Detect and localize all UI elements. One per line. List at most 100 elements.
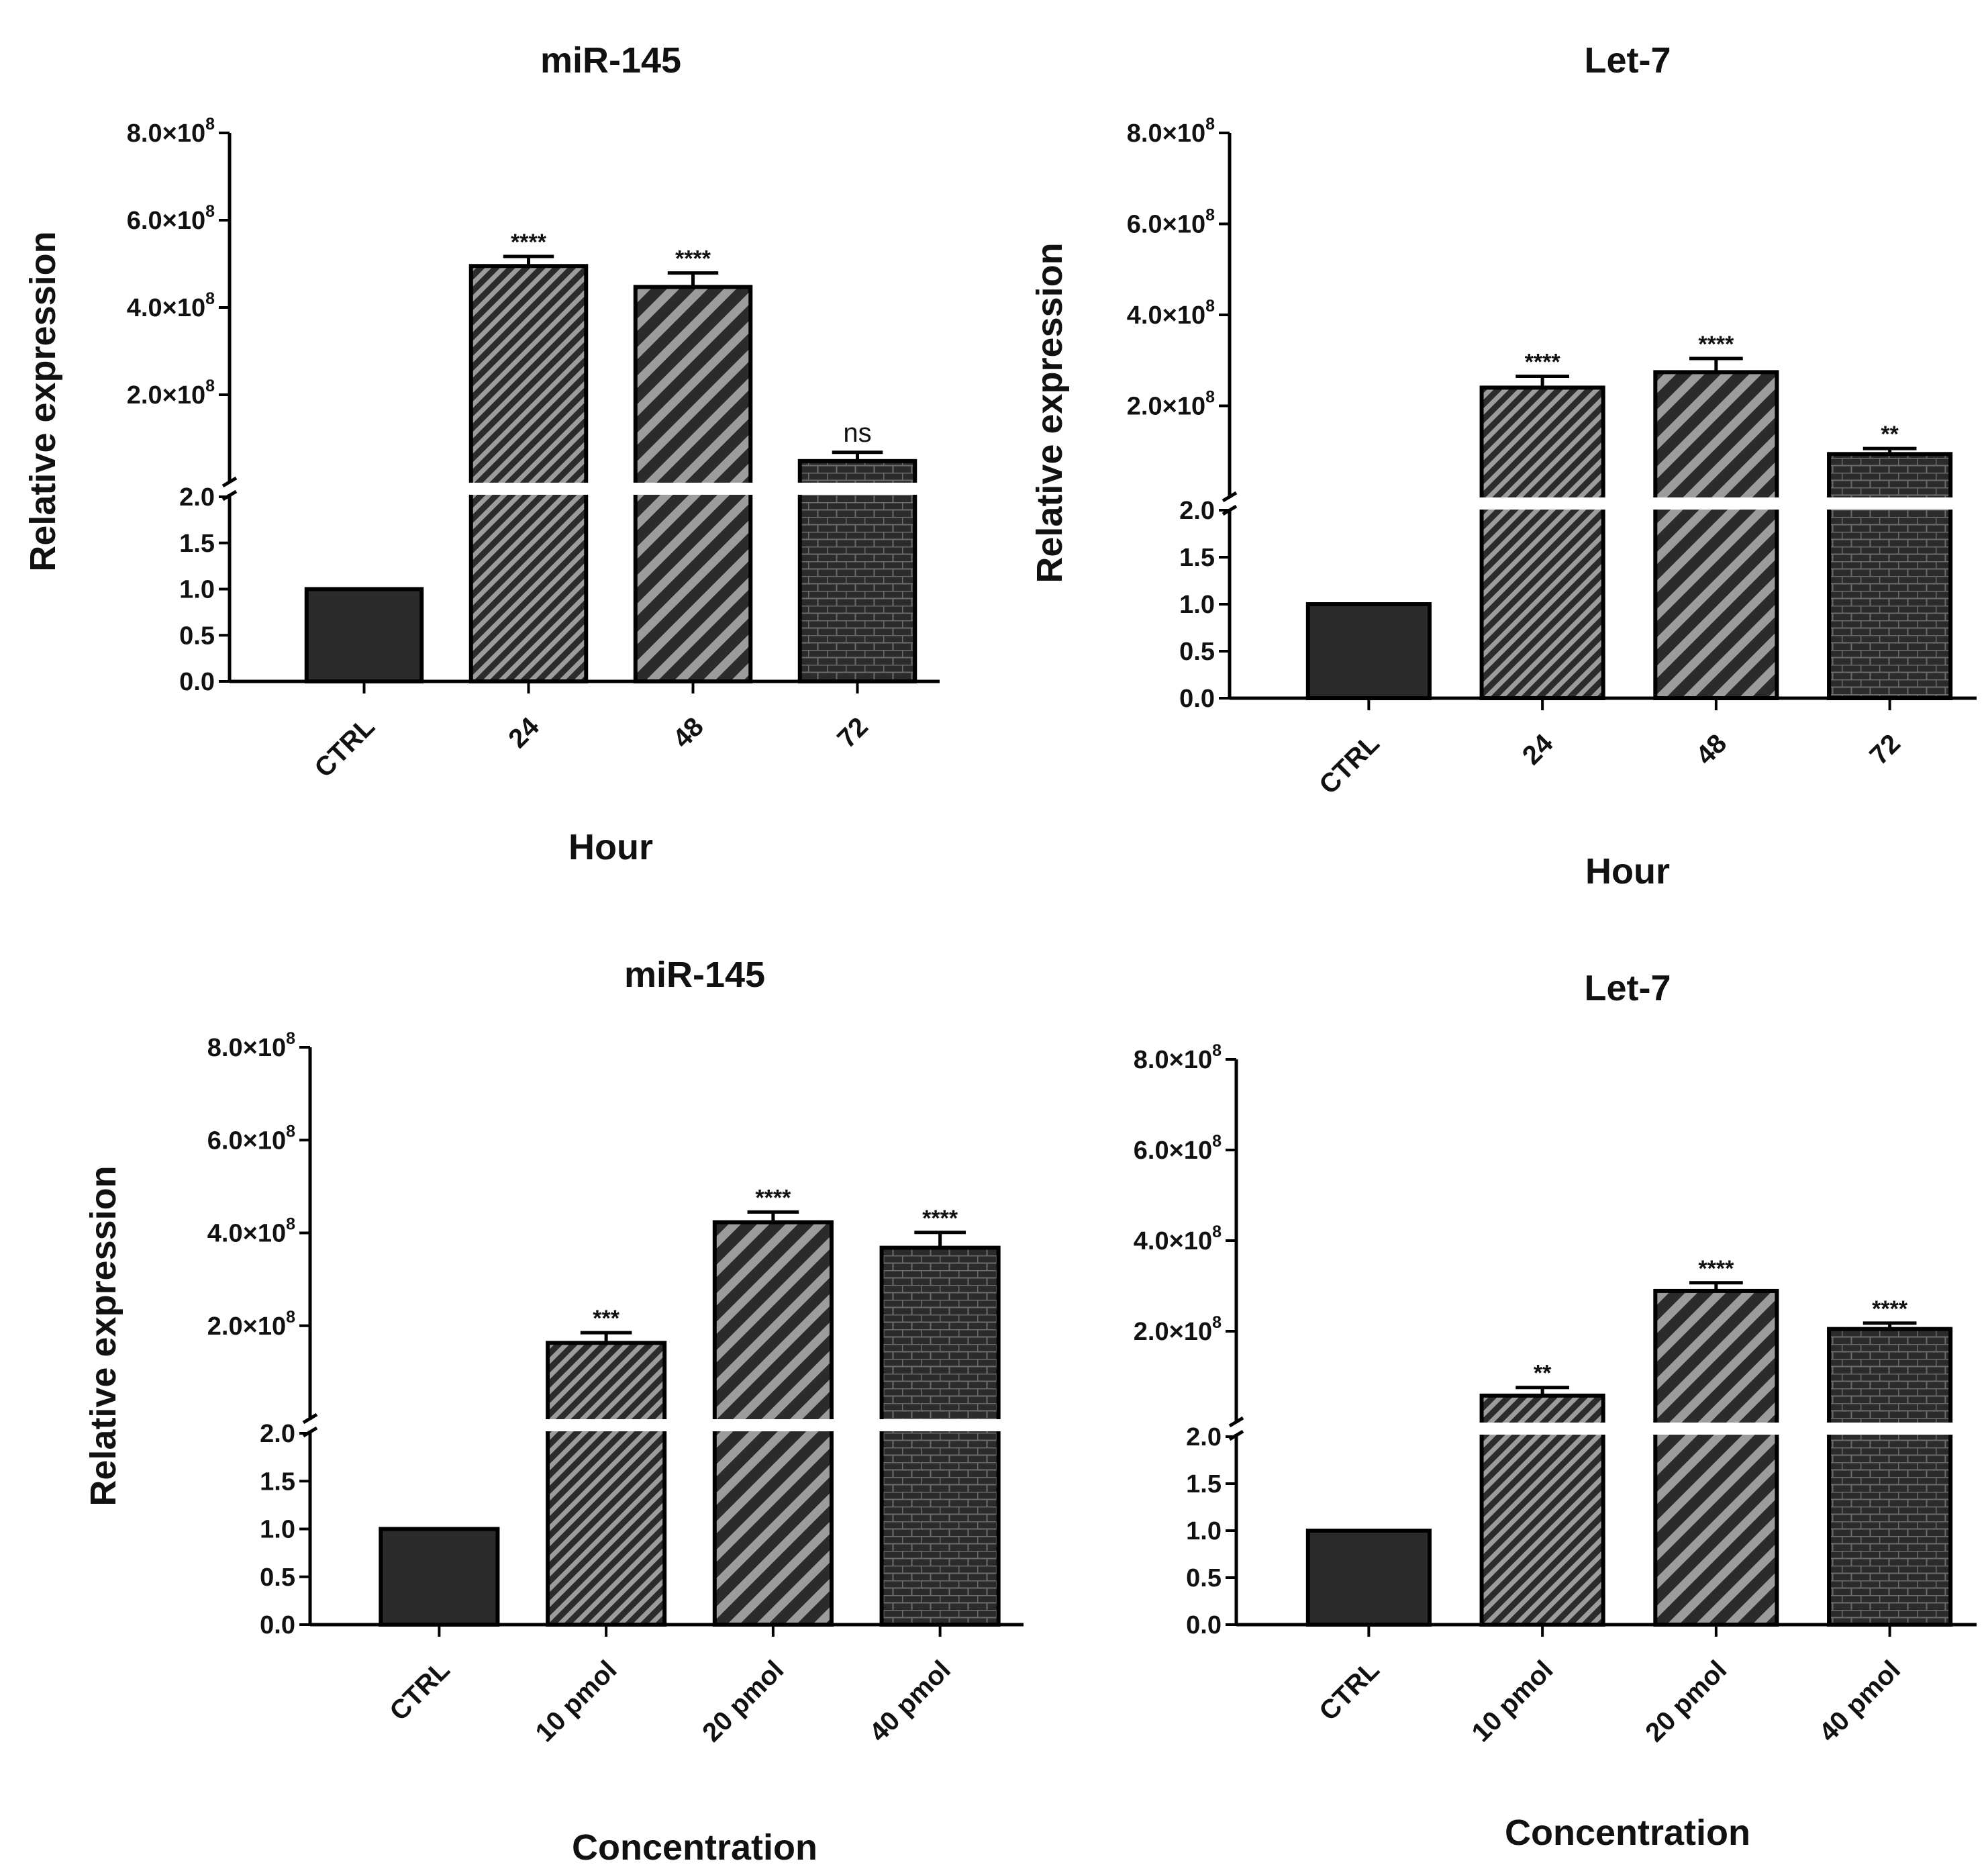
panel-d: Let-7 Concentration CTRL ** 10 pmol **** 20 … (1134, 968, 1977, 1853)
y-tick-label: 6.0×108 (1134, 1132, 1222, 1165)
y-tick-label: 2.0 (1186, 1423, 1222, 1451)
y-tick-label: 2.0×108 (127, 377, 215, 410)
significance-label: ** (1534, 1361, 1552, 1386)
bar-0 (304, 587, 424, 683)
bar-1 (1479, 385, 1605, 701)
y-tick-label: 8.0×108 (1134, 1041, 1222, 1074)
significance-label: **** (675, 246, 711, 272)
y-tick-label: 2.0×108 (207, 1308, 295, 1341)
y-tick-label: 6.0×108 (127, 202, 215, 235)
panel-c: miR-145 Relative expression Concentratio… (83, 955, 1024, 1868)
y-tick-label: 2.0×108 (1127, 388, 1215, 421)
y-tick-label: 2.0×108 (1134, 1313, 1222, 1346)
x-tick-label: 10 pmol (530, 1655, 622, 1747)
axis-break-mark (302, 1412, 318, 1425)
bar-3 (879, 1245, 1001, 1627)
panel-a-y-axis-label: Relative expression (23, 231, 63, 571)
axis-break-gap (1479, 1423, 1606, 1435)
y-tick-label: 1.0 (260, 1516, 295, 1544)
significance-label: **** (922, 1206, 958, 1231)
axis-break-gap (879, 1419, 1001, 1431)
panel-a-x-axis-label: Hour (568, 827, 653, 867)
x-tick-label: 72 (1864, 728, 1906, 771)
significance-label: ns (843, 418, 871, 448)
y-tick-label: 1.0 (179, 576, 215, 604)
panel-a: miR-145 Relative expression Hour CTRL ***… (23, 40, 940, 867)
significance-label: **** (755, 1185, 791, 1210)
y-tick-label: 8.0×108 (207, 1029, 295, 1062)
axis-break-mark (221, 476, 238, 488)
y-tick-label: 0.5 (1179, 638, 1215, 666)
axis-break-gap (632, 483, 754, 495)
axis-break-gap (545, 1419, 668, 1431)
x-tick-label: CTRL (1313, 1655, 1385, 1727)
bar-1 (468, 264, 589, 683)
panel-c-y-axis-label: Relative expression (83, 1165, 123, 1506)
y-tick-label: 8.0×108 (1127, 115, 1215, 148)
x-tick-label: 24 (1517, 728, 1559, 771)
y-tick-label: 2.0 (179, 483, 215, 512)
y-tick-label: 2.0 (1179, 497, 1215, 525)
y-tick-label: 1.0 (1186, 1517, 1222, 1545)
y-tick-label: 0.0 (179, 668, 215, 696)
bar-0 (1305, 1529, 1432, 1627)
x-tick-label: 48 (667, 712, 709, 754)
x-tick-label: 40 pmol (864, 1655, 956, 1747)
panel-a-title: miR-145 (540, 40, 681, 81)
bar-3 (1827, 1327, 1953, 1627)
panel-b-y-axis-label: Relative expression (1030, 242, 1070, 583)
panel-b-x-axis-label: Hour (1585, 851, 1670, 892)
bar-1 (546, 1341, 667, 1627)
significance-label: *** (593, 1306, 619, 1331)
panel-c-title: miR-145 (624, 955, 765, 995)
panel-b: Let-7 Relative expression Hour CTRL **** 2… (1030, 40, 1977, 892)
y-tick-label: 0.0 (260, 1611, 295, 1639)
significance-label: ** (1881, 422, 1899, 447)
panel-d-x-axis-label: Concentration (1505, 1813, 1750, 1853)
bar-3 (797, 459, 917, 683)
y-tick-label: 1.5 (1186, 1470, 1222, 1498)
axis-break-gap (797, 483, 918, 495)
axis-break-mark (1222, 491, 1238, 503)
bar-0 (379, 1527, 500, 1627)
y-tick-label: 8.0×108 (127, 115, 215, 148)
bar-0 (1305, 602, 1432, 700)
y-tick-label: 4.0×108 (1127, 297, 1215, 330)
y-tick-label: 6.0×108 (207, 1122, 295, 1155)
axis-break-mark (1228, 1416, 1244, 1428)
significance-label: **** (1872, 1296, 1908, 1322)
x-tick-label: 10 pmol (1466, 1655, 1558, 1747)
significance-label: **** (1698, 1256, 1734, 1282)
axis-break-gap (1479, 497, 1606, 510)
y-tick-label: 1.5 (1179, 544, 1215, 572)
x-tick-label: 20 pmol (1640, 1655, 1732, 1747)
y-tick-label: 4.0×108 (207, 1215, 295, 1248)
x-tick-label: 24 (503, 712, 545, 754)
y-tick-label: 0.5 (260, 1564, 295, 1592)
axis-break-gap (711, 1419, 834, 1431)
panel-b-title: Let-7 (1584, 40, 1671, 81)
x-tick-label: 20 pmol (697, 1655, 789, 1747)
y-tick-label: 1.5 (260, 1468, 295, 1496)
bar-2 (1653, 370, 1779, 700)
y-tick-label: 1.0 (1179, 591, 1215, 619)
significance-label: **** (511, 230, 547, 255)
x-tick-label: CTRL (309, 712, 381, 783)
x-tick-label: CTRL (384, 1655, 456, 1727)
y-tick-label: 6.0×108 (1127, 206, 1215, 239)
x-tick-label: CTRL (1313, 728, 1385, 800)
y-tick-label: 0.0 (1186, 1611, 1222, 1639)
axis-break-gap (1826, 497, 1954, 510)
y-tick-label: 0.0 (1179, 685, 1215, 713)
axis-break-gap (468, 483, 589, 495)
axis-break-gap (1652, 497, 1780, 510)
y-tick-label: 0.5 (1186, 1564, 1222, 1592)
significance-label: **** (1525, 349, 1561, 375)
axis-break-gap (1826, 1423, 1954, 1435)
y-tick-label: 4.0×108 (127, 289, 215, 322)
x-tick-label: 40 pmol (1813, 1655, 1906, 1747)
y-tick-label: 4.0×108 (1134, 1223, 1222, 1255)
axis-break-gap (1652, 1423, 1780, 1435)
panel-d-title: Let-7 (1584, 968, 1671, 1008)
